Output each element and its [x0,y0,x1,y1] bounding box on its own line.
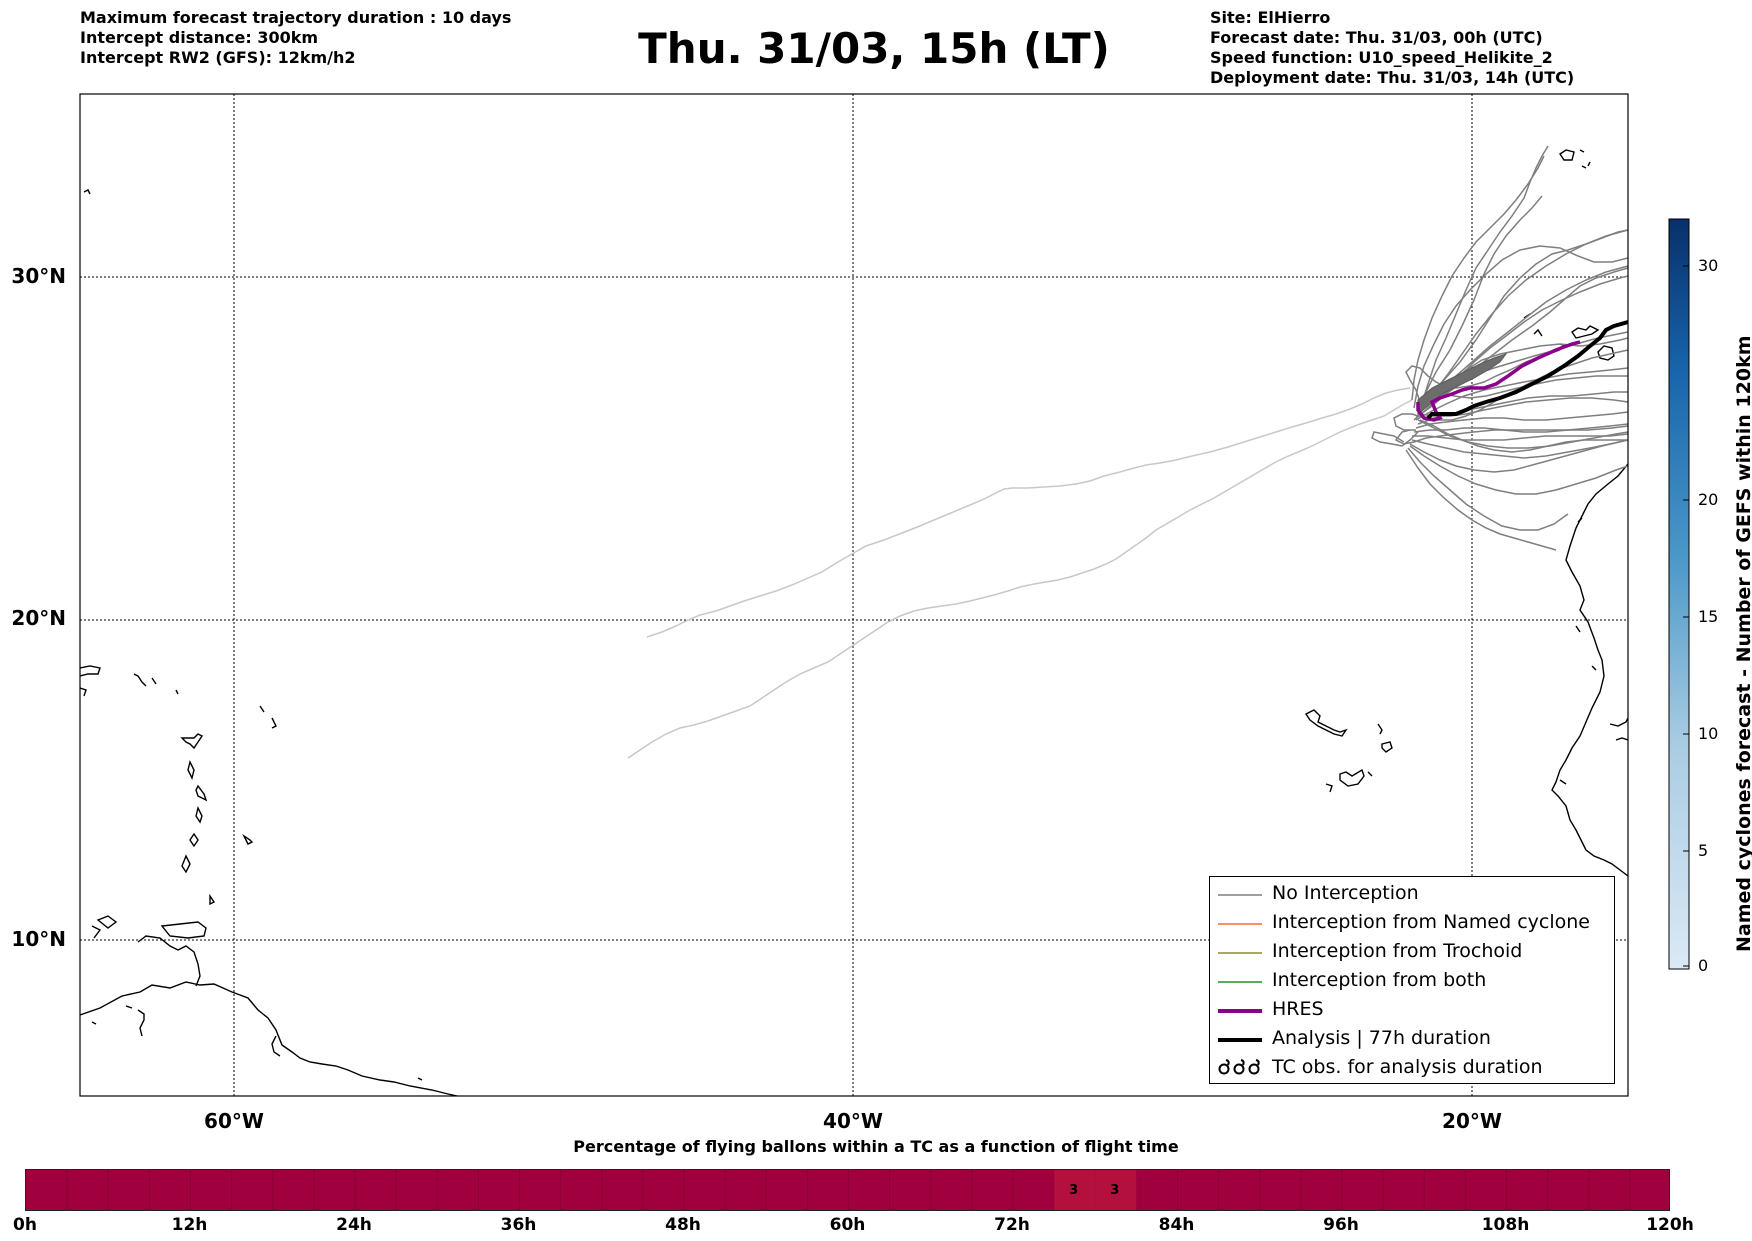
header-max-duration: Maximum forecast trajectory duration : 1… [80,8,512,27]
legend-line-analysis [1218,1038,1262,1042]
lat-label-30n: 30°N [11,264,66,288]
map-frame [79,93,1629,1097]
timeline-tick-label: 84h [1158,1215,1195,1235]
lon-label-20w: 20°W [1442,1109,1502,1133]
analysis-trajectory [1426,320,1628,420]
timeline-tick-label: 24h [336,1215,372,1235]
header-forecast-date: Forecast date: Thu. 31/03, 00h (UTC) [1210,28,1543,47]
colorbar-label: Named cyclones forecast - Number of GEFS… [1733,335,1752,952]
colorbar-tick: 30 [1698,256,1719,275]
cyclone-symbols-icon [1218,1059,1260,1075]
title-text: Thu. 31/03, 15h (LT) [638,24,1110,73]
header-deployment-date: Deployment date: Thu. 31/03, 14h (UTC) [1210,68,1575,87]
legend-label: Analysis | 77h duration [1272,1027,1491,1049]
legend-label: HRES [1272,998,1324,1020]
coastline-caribbean [80,189,461,1096]
colorbar-tick: 0 [1698,956,1709,975]
faded-trajectories [627,387,1413,759]
header-speed-function: Speed function: U10_speed_Helikite_2 [1210,48,1553,67]
colorbar-tick: 15 [1698,607,1719,626]
legend-line-trochoid [1218,952,1262,954]
colorbar-tick: 10 [1698,724,1719,743]
timeline-tick-label: 36h [500,1215,537,1235]
legend-label: Interception from both [1272,969,1487,991]
legend-line-no-interception [1218,894,1262,896]
legend-label: TC obs. for analysis duration [1272,1056,1543,1078]
lon-label-40w: 40°W [823,1109,883,1133]
map-legend: No Interception Interception from Named … [1209,876,1615,1084]
timeline-bar [25,1169,1670,1211]
legend-line-hres [1218,1009,1262,1013]
map-gridlines [80,94,1628,1096]
timeline-cell-value: 3 [1110,1183,1120,1198]
timeline-cell [1054,1170,1096,1210]
hres-trajectory [1416,340,1581,422]
timeline-tick-label: 96h [1323,1215,1359,1235]
header-intercept-distance: Intercept distance: 300km [80,28,319,47]
header-intercept-rw2: Intercept RW2 (GFS): 12km/h2 [80,48,356,67]
timeline-cell [1095,1170,1137,1210]
timeline-tick-label: 72h [994,1215,1030,1235]
header-site: Site: ElHierro [1210,8,1331,27]
lon-label-60w: 60°W [204,1109,264,1133]
lat-label-20n: 20°N [11,606,66,630]
header-right-info: Site: ElHierro Forecast date: Thu. 31/03… [1210,8,1574,88]
legend-label: Interception from Trochoid [1272,940,1523,962]
timeline-tick-label: 120h [1646,1215,1694,1235]
timeline-title: Percentage of flying ballons within a TC… [573,1137,1179,1156]
timeline-grid [66,1170,1631,1210]
timeline-cell-value: 3 [1069,1183,1079,1198]
lat-label-10n: 10°N [11,927,66,951]
coastline-africa [1304,149,1628,877]
header-left-info: Maximum forecast trajectory duration : 1… [80,8,511,68]
timeline-tick-label: 12h [171,1215,208,1235]
timeline-tick-label: 0h [13,1215,37,1235]
colorbar-tick: 20 [1698,490,1719,509]
timeline-tick-label: 48h [665,1215,701,1235]
timeline-tick-label: 108h [1481,1215,1530,1235]
page-title: Thu. 31/03, 15h (LT) [0,24,1752,73]
timeline-tick-label: 60h [829,1215,866,1235]
legend-label: No Interception [1272,882,1419,904]
legend-line-named-cyclone [1218,923,1262,925]
colorbar-tick: 5 [1698,841,1709,860]
legend-label: Interception from Named cyclone [1272,911,1590,933]
colorbar [1668,218,1690,970]
legend-line-both [1218,981,1262,983]
